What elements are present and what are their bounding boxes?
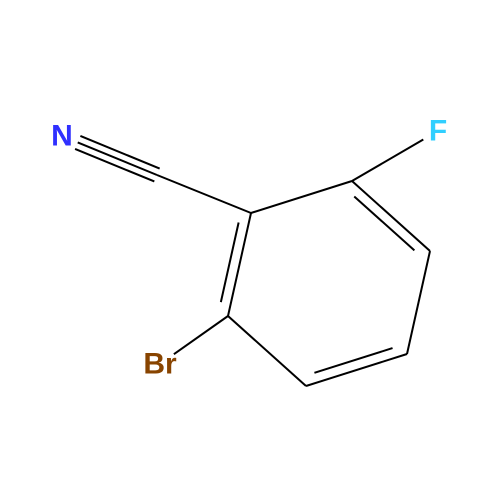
bond-C7-N bbox=[75, 136, 160, 182]
molecule-diagram: N F Br bbox=[0, 0, 500, 500]
bond-C6-F bbox=[352, 140, 423, 181]
bond-C6-C1 bbox=[251, 181, 352, 213]
atom-label-br: Br bbox=[143, 348, 177, 381]
atom-label-f: F bbox=[429, 115, 447, 148]
bond-C2-C3 bbox=[228, 316, 306, 386]
bond-C3-C4 bbox=[306, 348, 407, 386]
bond-C5-C6 bbox=[352, 181, 430, 251]
bond-C4-C5 bbox=[407, 251, 430, 354]
bond-C1-C2 bbox=[221, 213, 251, 316]
atom-label-n: N bbox=[51, 120, 73, 153]
bond-C1-C7 bbox=[157, 175, 251, 213]
bond-C2-Br bbox=[174, 316, 228, 354]
